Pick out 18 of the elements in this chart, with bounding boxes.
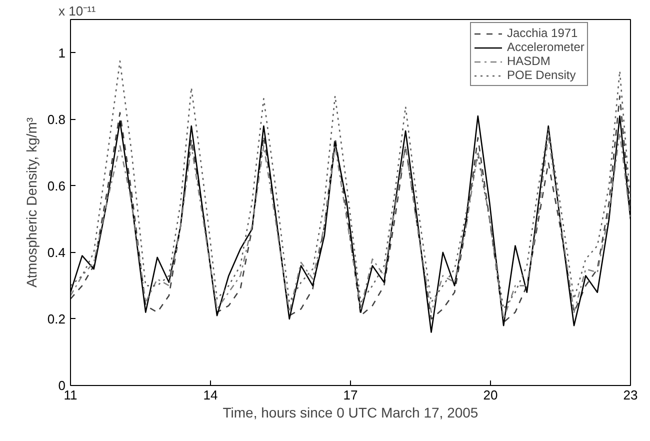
legend-label: Accelerometer	[507, 40, 584, 54]
legend-label: POE Density	[507, 68, 576, 82]
text: x 10⁻¹¹	[58, 4, 96, 18]
x-tick-label: 11	[64, 388, 78, 402]
y-axis-title: Atmospheric Density, kg/m³	[23, 117, 40, 288]
y-tick-label: 0	[58, 378, 66, 393]
y-tick-label: 0.4	[47, 244, 66, 260]
y-tick-label: 0.8	[47, 112, 66, 127]
legend-label: HASDM	[507, 54, 550, 68]
x-tick-label: 20	[483, 388, 498, 402]
legend-label: Jacchia 1971	[507, 26, 578, 40]
x-tick-label: 23	[623, 388, 638, 402]
y-tick-label: 0.2	[47, 311, 66, 326]
y-tick-label: 1	[58, 45, 66, 60]
x-axis-title: Time, hours since 0 UTC March 17, 2005	[222, 404, 478, 420]
x-tick-label: 14	[203, 388, 218, 402]
x-tick-label: 17	[343, 388, 358, 402]
y-tick-label: 0.6	[47, 178, 66, 194]
